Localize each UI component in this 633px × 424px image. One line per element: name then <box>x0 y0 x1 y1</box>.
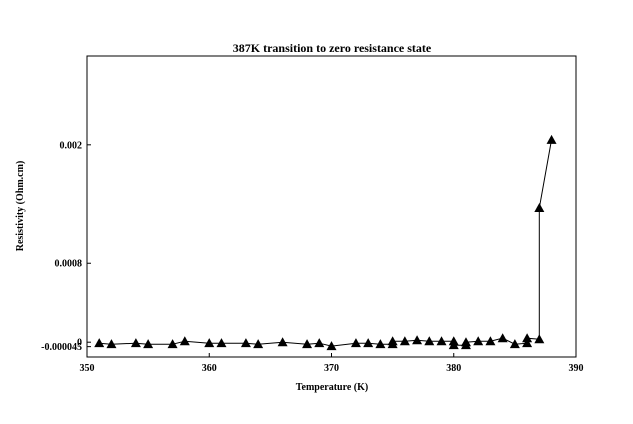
y-tick-label: 0.0008 <box>55 259 83 270</box>
data-point-marker <box>106 339 117 349</box>
x-axis-ticks: 350 360 370 380 390 <box>80 353 584 374</box>
data-point-marker <box>314 338 325 348</box>
x-tick-label: 390 <box>569 363 584 374</box>
data-point-marker <box>387 336 398 346</box>
x-tick-label: 370 <box>324 363 339 374</box>
data-point-marker <box>522 338 533 348</box>
data-point-marker <box>546 134 557 144</box>
y-tick-label: -0.000045 <box>41 342 82 353</box>
data-point-marker <box>240 338 251 348</box>
data-point-marker <box>485 336 496 346</box>
data-point-marker <box>204 338 215 348</box>
x-axis-label: Temperature (K) <box>296 382 369 393</box>
x-tick-label: 360 <box>202 363 217 374</box>
data-point-marker <box>179 336 190 346</box>
data-point-marker <box>448 340 459 350</box>
data-point-marker <box>534 202 545 212</box>
y-axis-label: Resistivity (Ohm.cm) <box>15 161 26 252</box>
plot-area <box>86 55 577 358</box>
data-point-marker <box>436 336 447 346</box>
data-point-marker <box>350 338 361 348</box>
data-point-marker <box>473 336 484 346</box>
data-point-marker <box>522 333 533 343</box>
data-point-marker <box>412 335 423 345</box>
data-point-marker <box>534 334 545 344</box>
y-tick-label: 0 <box>77 338 82 349</box>
data-point-marker <box>460 337 471 347</box>
data-point-marker <box>363 338 374 348</box>
data-point-marker <box>326 341 337 351</box>
data-point-marker <box>497 333 508 343</box>
series-markers <box>94 134 557 351</box>
x-tick-label: 380 <box>446 363 461 374</box>
data-point-marker <box>130 338 141 348</box>
data-point-marker <box>94 338 105 348</box>
data-point-marker <box>509 339 520 349</box>
y-tick-label: 0.002 <box>60 140 83 151</box>
x-tick-label: 350 <box>80 363 95 374</box>
data-point-marker <box>399 336 410 346</box>
data-point-marker <box>277 337 288 347</box>
data-point-marker <box>216 338 227 348</box>
data-point-marker <box>253 339 264 349</box>
data-point-marker <box>302 339 313 349</box>
series-line <box>99 139 552 347</box>
data-point-marker <box>143 339 154 349</box>
data-point-marker <box>167 339 178 349</box>
data-point-marker <box>375 339 386 349</box>
chart-title: 387K transition to zero resistance state <box>233 41 432 55</box>
data-point-marker <box>424 336 435 346</box>
